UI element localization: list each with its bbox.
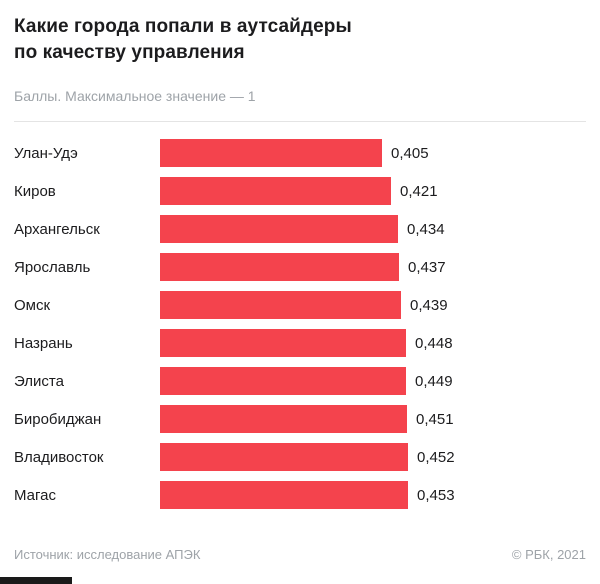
bar-label: Омск — [14, 296, 51, 314]
bar-label: Архангельск — [14, 220, 100, 238]
bar — [160, 443, 408, 471]
bar-value: 0,421 — [400, 182, 438, 200]
bar-value: 0,434 — [407, 220, 445, 238]
bar-label: Улан-Удэ — [14, 144, 78, 162]
bar-value: 0,451 — [416, 410, 454, 428]
footer: Источник: исследование АПЭК © РБК, 2021 — [14, 547, 586, 562]
bar-label: Биробиджан — [14, 410, 102, 428]
bar-value: 0,452 — [417, 448, 455, 466]
bar-row: Биробиджан 0,451 — [14, 405, 586, 433]
bar-value: 0,437 — [408, 258, 446, 276]
divider — [14, 121, 586, 122]
bar — [160, 215, 398, 243]
bar — [160, 367, 406, 395]
brand-strip — [0, 577, 72, 584]
bar-label: Назрань — [14, 334, 73, 352]
chart-title: Какие города попали в аутсайдеры по каче… — [14, 16, 352, 63]
copyright-label: © РБК, 2021 — [511, 547, 586, 562]
source-label: Источник: исследование АПЭК — [14, 547, 201, 562]
bar-row: Элиста 0,449 — [14, 367, 586, 395]
bar — [160, 253, 399, 281]
bar-label: Магас — [14, 486, 56, 504]
bar — [160, 481, 408, 509]
bar-row: Архангельск 0,434 — [14, 215, 586, 243]
bar-row: Омск 0,439 — [14, 291, 586, 319]
bar-row: Улан-Удэ 0,405 — [14, 139, 586, 167]
bar-row: Владивосток 0,452 — [14, 443, 586, 471]
bar-row: Магас 0,453 — [14, 481, 586, 509]
bar-label: Элиста — [14, 372, 64, 390]
bar-row: Киров 0,421 — [14, 177, 586, 205]
bar-value: 0,453 — [417, 486, 455, 504]
bar — [160, 405, 407, 433]
bar-value: 0,439 — [410, 296, 448, 314]
chart-subtitle: Баллы. Максимальное значение — 1 — [14, 88, 256, 104]
bar-row: Ярославль 0,437 — [14, 253, 586, 281]
bar-value: 0,448 — [415, 334, 453, 352]
bar-label: Ярославль — [14, 258, 91, 276]
chart-rows: Улан-Удэ 0,405 Киров 0,421 Архангельск 0… — [14, 139, 586, 509]
bar-label: Киров — [14, 182, 56, 200]
bar — [160, 329, 406, 357]
bar — [160, 139, 382, 167]
bar-value: 0,449 — [415, 372, 453, 390]
bar-value: 0,405 — [391, 144, 429, 162]
bar-row: Назрань 0,448 — [14, 329, 586, 357]
bar-label: Владивосток — [14, 448, 104, 466]
bar — [160, 291, 401, 319]
bar — [160, 177, 391, 205]
